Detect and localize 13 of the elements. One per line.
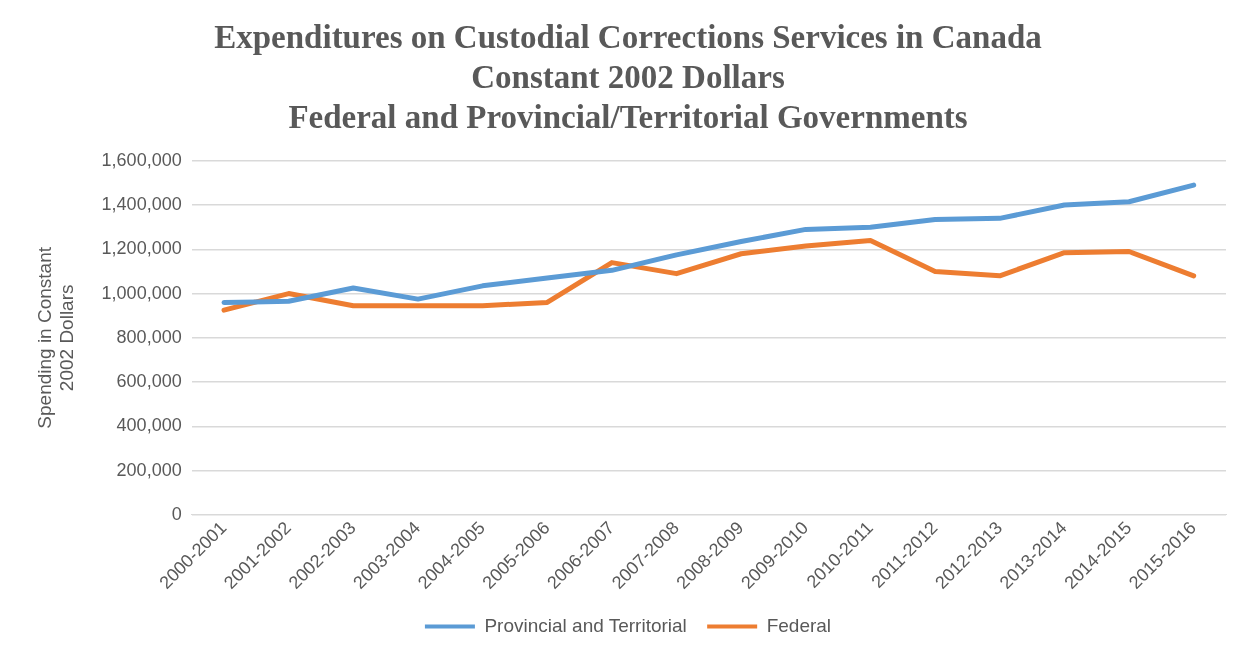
y-tick-label: 0 — [171, 503, 182, 524]
y-axis-title: Spending in Constant 2002 Dollars — [33, 246, 78, 429]
legend-label: Provincial and Territorial — [484, 614, 687, 636]
y-tick-label: 200,000 — [116, 459, 182, 480]
chart-title: Expenditures on Custodial Corrections Services in Canada Constant 2002 Dollars Federal and Provincial/Territorial Governments — [214, 19, 1042, 135]
y-tick-label: 1,200,000 — [101, 238, 182, 259]
y-tick-label: 1,000,000 — [101, 282, 182, 303]
y-tick-label: 400,000 — [116, 415, 182, 436]
legend-label: Federal — [766, 614, 832, 636]
y-tick-label: 1,600,000 — [101, 149, 182, 170]
y-tick-label: 800,000 — [116, 326, 182, 347]
y-tick-label: 600,000 — [116, 371, 182, 392]
y-tick-label: 1,400,000 — [101, 194, 182, 215]
